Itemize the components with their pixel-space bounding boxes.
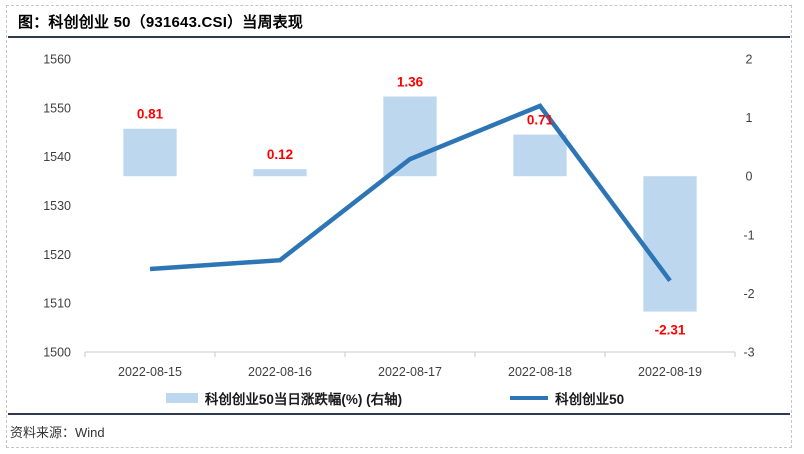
y-axis-left-tick-label: 1560 [43,53,71,67]
title-divider [8,36,790,38]
chart-legend: 科创创业50当日涨跌幅(%) (右轴) 科创创业50 [0,388,790,408]
y-axis-left-tick-label: 1540 [43,150,71,164]
y-axis-right-tick-label: -3 [743,346,754,360]
bar [253,169,307,177]
y-axis-right-tick-label: 0 [746,170,753,184]
y-axis-right-tick-label: 1 [746,111,753,125]
chart-title: 图：科创创业 50（931643.CSI）当周表现 [18,14,304,31]
bar-series-swatch [165,393,198,403]
data-source-note: 资料来源：Wind [10,425,105,440]
x-axis-label: 2022-08-18 [508,365,572,379]
y-axis-left-tick-label: 1520 [43,248,71,262]
y-axis-left-tick-label: 1530 [43,199,71,213]
bar [513,134,567,177]
bar-value-label: -2.31 [655,323,686,338]
x-axis-label: 2022-08-19 [638,365,702,379]
y-axis-left-tick-label: 1500 [43,346,71,360]
bar [123,128,177,177]
x-axis-label: 2022-08-15 [118,365,182,379]
bar [643,176,697,312]
bar-value-label: 1.36 [397,75,424,90]
footer-divider [8,413,790,415]
legend-item-bar-series: 科创创业50当日涨跌幅(%) (右轴) [165,388,403,408]
legend-label-line-series: 科创创业50 [555,392,625,407]
y-axis-right-tick-label: 2 [746,53,753,67]
legend-label-bar-series: 科创创业50当日涨跌幅(%) (右轴) [204,392,403,407]
bar-value-label: 0.12 [267,147,293,162]
trend-line [149,103,672,283]
bar-value-label: 0.81 [137,107,164,122]
x-axis-label: 2022-08-17 [378,365,442,379]
y-axis-right-tick-label: -2 [743,287,754,301]
line-series-swatch [510,396,549,400]
y-axis-left-tick-label: 1550 [43,101,71,115]
y-axis-right-tick-label: -1 [743,228,754,242]
legend-item-line-series: 科创创业50 [510,388,624,408]
y-axis-left-tick-label: 1510 [43,297,71,311]
x-axis-label: 2022-08-16 [248,365,312,379]
bar [383,96,437,177]
bar-value-label: 0.71 [527,113,554,128]
